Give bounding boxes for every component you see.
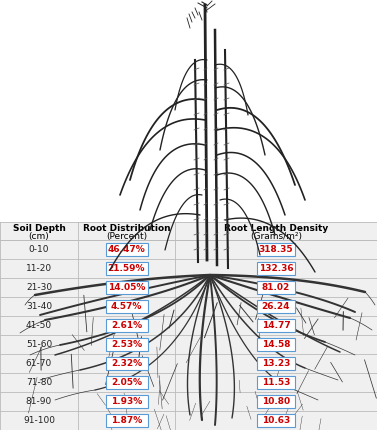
FancyBboxPatch shape [257,395,295,408]
Text: 11.53: 11.53 [262,378,290,387]
FancyBboxPatch shape [106,415,147,427]
Text: 10.80: 10.80 [262,397,290,406]
Text: Soil Depth: Soil Depth [12,224,66,233]
Text: 81.02: 81.02 [262,283,290,292]
Text: 21-30: 21-30 [26,283,52,292]
FancyBboxPatch shape [106,319,147,332]
FancyBboxPatch shape [257,243,295,256]
Text: 14.58: 14.58 [262,340,290,349]
FancyBboxPatch shape [106,357,147,370]
Text: Root Distribution: Root Distribution [83,224,170,233]
Text: Root Length Density: Root Length Density [224,224,328,233]
Text: 4.57%: 4.57% [111,302,142,311]
FancyBboxPatch shape [257,357,295,370]
Text: 51-60: 51-60 [26,340,52,349]
FancyBboxPatch shape [257,376,295,389]
FancyBboxPatch shape [257,281,295,294]
Text: 31-40: 31-40 [26,302,52,311]
FancyBboxPatch shape [106,300,147,313]
Text: 2.53%: 2.53% [111,340,142,349]
Text: 91-100: 91-100 [23,416,55,425]
FancyBboxPatch shape [106,376,147,389]
FancyBboxPatch shape [257,319,295,332]
Text: 1.87%: 1.87% [111,416,142,425]
Bar [0,222,377,430]
FancyBboxPatch shape [106,243,147,256]
FancyBboxPatch shape [257,262,295,275]
Text: (Percent): (Percent) [106,231,147,240]
Text: 318.35: 318.35 [259,245,293,254]
Text: 14.77: 14.77 [262,321,290,330]
Text: 2.61%: 2.61% [111,321,142,330]
FancyBboxPatch shape [106,338,147,351]
Text: (cm): (cm) [29,231,49,240]
Text: 71-80: 71-80 [26,378,52,387]
Text: 61-70: 61-70 [26,359,52,368]
Text: 2.05%: 2.05% [111,378,142,387]
Text: 11-20: 11-20 [26,264,52,273]
FancyBboxPatch shape [106,281,147,294]
Text: 26.24: 26.24 [262,302,290,311]
FancyBboxPatch shape [257,300,295,313]
Text: 46.47%: 46.47% [107,245,146,254]
Text: (Grams/m²): (Grams/m²) [250,231,302,240]
FancyBboxPatch shape [257,415,295,427]
FancyBboxPatch shape [106,262,147,275]
Text: 1.93%: 1.93% [111,397,142,406]
Text: 10.63: 10.63 [262,416,290,425]
Text: 41-50: 41-50 [26,321,52,330]
Text: 2.32%: 2.32% [111,359,142,368]
Text: 14.05%: 14.05% [108,283,145,292]
Text: 21.59%: 21.59% [108,264,145,273]
Text: 0-10: 0-10 [29,245,49,254]
FancyBboxPatch shape [257,338,295,351]
Text: 132.36: 132.36 [259,264,293,273]
Text: 13.23: 13.23 [262,359,290,368]
Text: 81-90: 81-90 [26,397,52,406]
FancyBboxPatch shape [106,395,147,408]
